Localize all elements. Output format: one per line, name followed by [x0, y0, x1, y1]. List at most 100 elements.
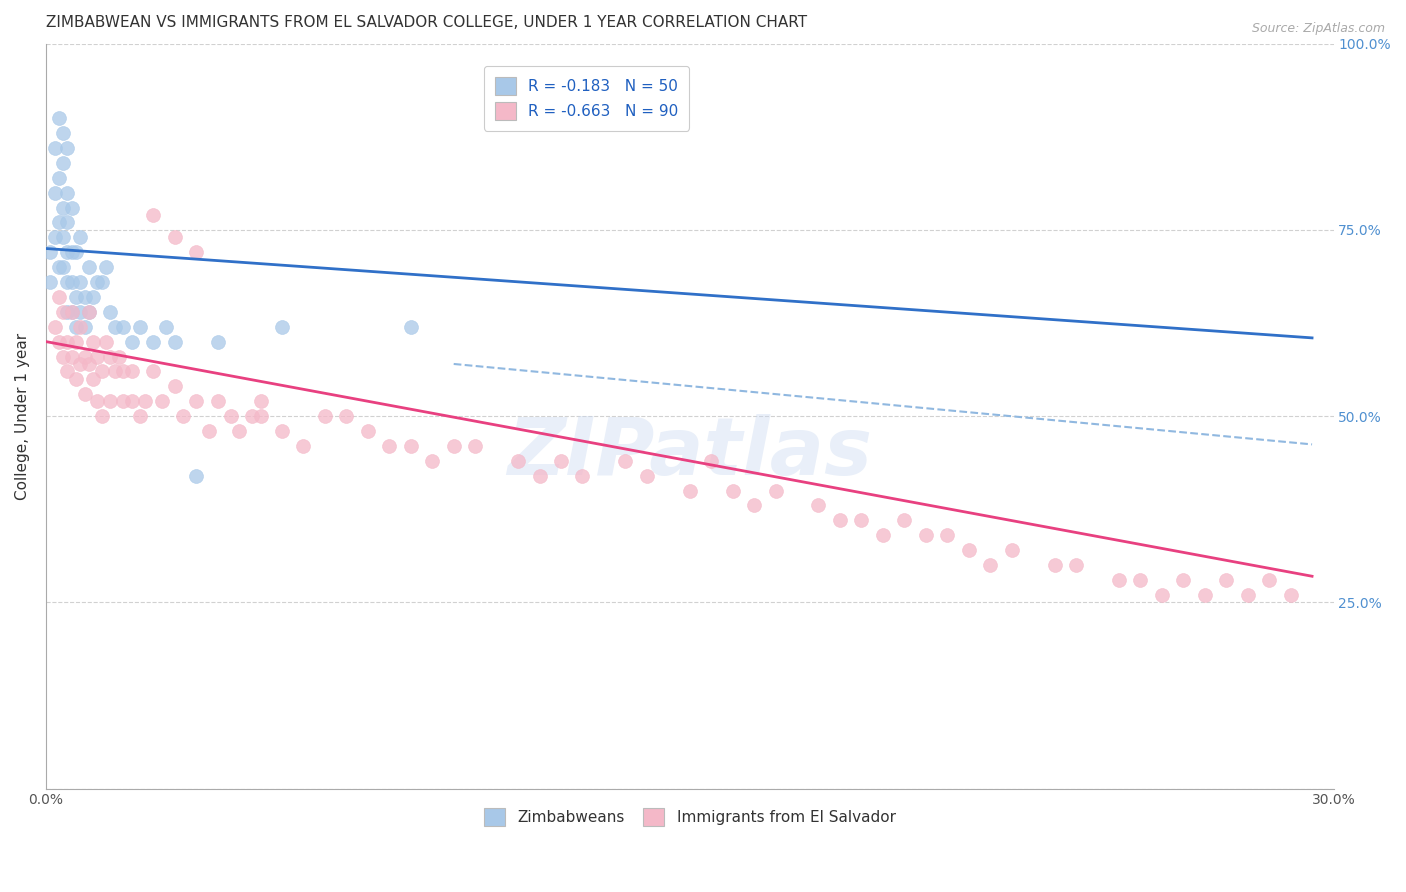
Point — [52, 156, 75, 170]
Point — [1258, 573, 1281, 587]
Point — [52, 350, 75, 364]
Point — [112, 364, 135, 378]
Point — [48, 111, 70, 125]
Point — [443, 439, 465, 453]
Point — [121, 394, 143, 409]
Point — [56, 334, 79, 349]
Point — [550, 454, 572, 468]
Point — [77, 305, 100, 319]
Point — [163, 334, 186, 349]
Point — [1043, 558, 1066, 572]
Point — [69, 319, 91, 334]
Point — [134, 394, 156, 409]
Point — [56, 141, 79, 155]
Y-axis label: College, Under 1 year: College, Under 1 year — [15, 333, 30, 500]
Point — [163, 379, 186, 393]
Point — [39, 275, 62, 289]
Text: ZIPatlas: ZIPatlas — [508, 415, 872, 492]
Point — [60, 350, 83, 364]
Point — [48, 334, 70, 349]
Point — [121, 334, 143, 349]
Point — [65, 334, 87, 349]
Point — [357, 424, 380, 438]
Point — [52, 126, 75, 140]
Point — [979, 558, 1001, 572]
Point — [198, 424, 221, 438]
Point — [1194, 588, 1216, 602]
Point — [48, 290, 70, 304]
Legend: Zimbabweans, Immigrants from El Salvador: Zimbabweans, Immigrants from El Salvador — [472, 797, 907, 837]
Point — [48, 260, 70, 274]
Point — [742, 499, 765, 513]
Point — [98, 394, 121, 409]
Point — [1215, 573, 1237, 587]
Point — [1001, 543, 1024, 558]
Point — [56, 215, 79, 229]
Point — [44, 230, 66, 244]
Point — [65, 245, 87, 260]
Point — [142, 364, 165, 378]
Point — [82, 372, 104, 386]
Point — [420, 454, 443, 468]
Point — [249, 409, 271, 423]
Point — [186, 245, 208, 260]
Point — [60, 245, 83, 260]
Point — [52, 230, 75, 244]
Point — [65, 319, 87, 334]
Point — [636, 468, 658, 483]
Point — [399, 439, 422, 453]
Point — [86, 350, 108, 364]
Point — [98, 350, 121, 364]
Point — [48, 170, 70, 185]
Point — [94, 334, 117, 349]
Point — [679, 483, 702, 498]
Point — [228, 424, 250, 438]
Point — [186, 394, 208, 409]
Point — [69, 230, 91, 244]
Point — [94, 260, 117, 274]
Point — [155, 319, 177, 334]
Point — [914, 528, 936, 542]
Point — [112, 394, 135, 409]
Point — [90, 409, 112, 423]
Point — [721, 483, 744, 498]
Point — [73, 290, 96, 304]
Point — [56, 275, 79, 289]
Point — [506, 454, 529, 468]
Point — [52, 260, 75, 274]
Point — [765, 483, 787, 498]
Point — [77, 260, 100, 274]
Text: ZIMBABWEAN VS IMMIGRANTS FROM EL SALVADOR COLLEGE, UNDER 1 YEAR CORRELATION CHAR: ZIMBABWEAN VS IMMIGRANTS FROM EL SALVADO… — [46, 15, 807, 30]
Point — [65, 372, 87, 386]
Point — [60, 201, 83, 215]
Point — [335, 409, 357, 423]
Point — [52, 201, 75, 215]
Point — [65, 290, 87, 304]
Point — [39, 245, 62, 260]
Point — [271, 424, 294, 438]
Point — [378, 439, 401, 453]
Point — [1173, 573, 1195, 587]
Point — [271, 319, 294, 334]
Point — [104, 319, 127, 334]
Point — [614, 454, 637, 468]
Point — [129, 319, 152, 334]
Point — [571, 468, 593, 483]
Point — [44, 186, 66, 200]
Point — [56, 245, 79, 260]
Point — [44, 141, 66, 155]
Point — [86, 275, 108, 289]
Point — [60, 275, 83, 289]
Point — [44, 319, 66, 334]
Point — [90, 364, 112, 378]
Point — [69, 357, 91, 371]
Point — [77, 305, 100, 319]
Point — [219, 409, 242, 423]
Point — [73, 319, 96, 334]
Point — [207, 334, 229, 349]
Point — [142, 334, 165, 349]
Point — [207, 394, 229, 409]
Point — [807, 499, 830, 513]
Point — [1129, 573, 1152, 587]
Point — [56, 305, 79, 319]
